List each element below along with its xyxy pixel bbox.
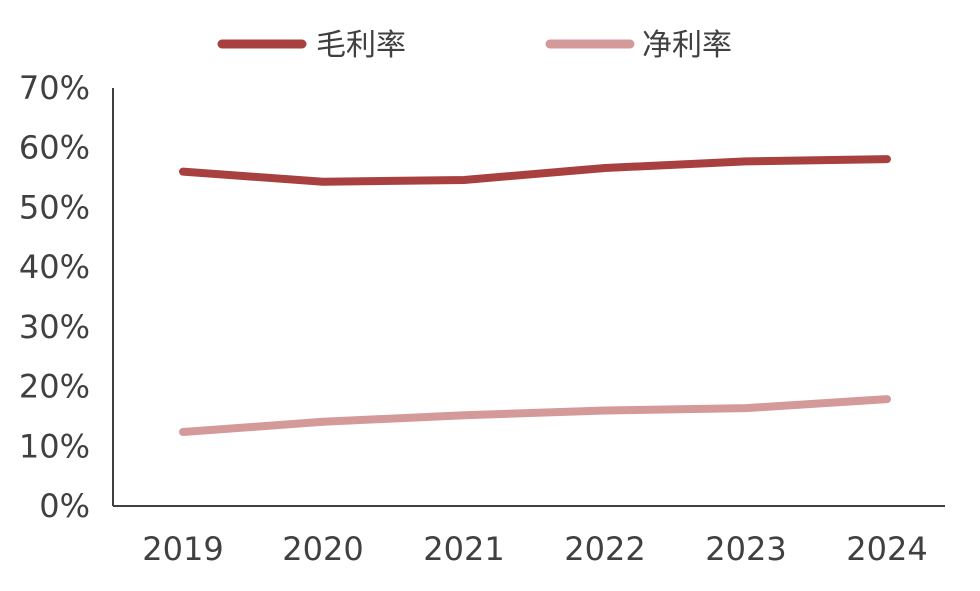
series-line-net-margin	[179, 395, 891, 436]
legend: 毛利率 净利率	[217, 28, 732, 63]
axes	[112, 88, 945, 507]
y-tick-label: 20%	[19, 368, 90, 406]
y-tick-label: 70%	[19, 69, 90, 107]
y-tick-label: 10%	[19, 427, 90, 465]
y-tick-label: 60%	[19, 129, 90, 167]
series-line-gross-margin	[179, 155, 891, 186]
y-tick-label: 40%	[19, 248, 90, 286]
y-tick-label: 30%	[19, 308, 90, 346]
x-tick-label: 2019	[142, 530, 223, 568]
legend-label-gross-margin: 毛利率	[316, 28, 406, 63]
x-tick-label: 2024	[846, 530, 927, 568]
x-tick-label: 2020	[282, 530, 363, 568]
x-tick-label: 2023	[705, 530, 786, 568]
legend-label-net-margin: 净利率	[642, 28, 732, 63]
y-tick-label: 0%	[39, 487, 90, 525]
x-tick-labels: 2019 2020 2021 2022 2023 2024	[142, 530, 927, 568]
x-tick-label: 2021	[423, 530, 504, 568]
y-tick-label: 50%	[19, 188, 90, 226]
series-lines	[179, 155, 891, 436]
y-tick-labels: 0% 10% 20% 30% 40% 50% 60% 70%	[19, 69, 90, 525]
x-tick-label: 2022	[564, 530, 645, 568]
